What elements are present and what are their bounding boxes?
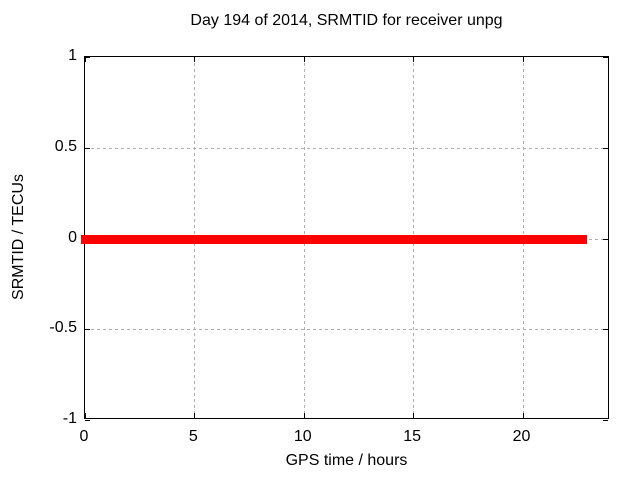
x-tick-bottom bbox=[303, 413, 305, 418]
y-gridline bbox=[85, 329, 608, 331]
y-tick-right bbox=[603, 238, 608, 240]
y-tick-label: 0.5 bbox=[54, 137, 77, 155]
y-tick-label: -1 bbox=[62, 410, 77, 427]
x-tick-top bbox=[522, 57, 524, 62]
y-tick-label: 1 bbox=[68, 47, 77, 64]
x-tick-top bbox=[85, 57, 86, 62]
x-tick-top bbox=[194, 57, 196, 62]
y-tick-left bbox=[85, 147, 90, 149]
y-tick-label: 0 bbox=[68, 228, 77, 246]
y-tick-right bbox=[603, 147, 608, 149]
y-tick-right bbox=[603, 329, 608, 331]
chart-title: Day 194 of 2014, SRMTID for receiver unp… bbox=[190, 12, 503, 29]
y-tick-left bbox=[85, 57, 90, 58]
x-tick-label: 5 bbox=[188, 428, 198, 445]
y-tick-right bbox=[603, 420, 608, 421]
plot-area bbox=[81, 56, 609, 421]
x-tick-top bbox=[303, 57, 305, 62]
y-tick-left bbox=[85, 420, 90, 421]
x-tick-bottom bbox=[194, 413, 196, 418]
x-tick-top bbox=[413, 57, 415, 62]
y-tick-right bbox=[603, 57, 608, 58]
x-tick-label: 20 bbox=[512, 428, 531, 445]
y-gridline bbox=[85, 147, 608, 149]
x-tick-label: 0 bbox=[79, 428, 89, 445]
y-tick-label: -0.5 bbox=[49, 319, 77, 337]
x-tick-bottom bbox=[85, 413, 86, 418]
y-tick-left bbox=[85, 329, 90, 331]
x-axis-label: GPS time / hours bbox=[285, 452, 408, 469]
x-tick-bottom bbox=[413, 413, 415, 418]
series-line bbox=[81, 234, 587, 244]
x-tick-bottom bbox=[522, 413, 524, 418]
x-tick-label: 15 bbox=[403, 428, 422, 445]
x-tick-label: 10 bbox=[293, 428, 312, 445]
